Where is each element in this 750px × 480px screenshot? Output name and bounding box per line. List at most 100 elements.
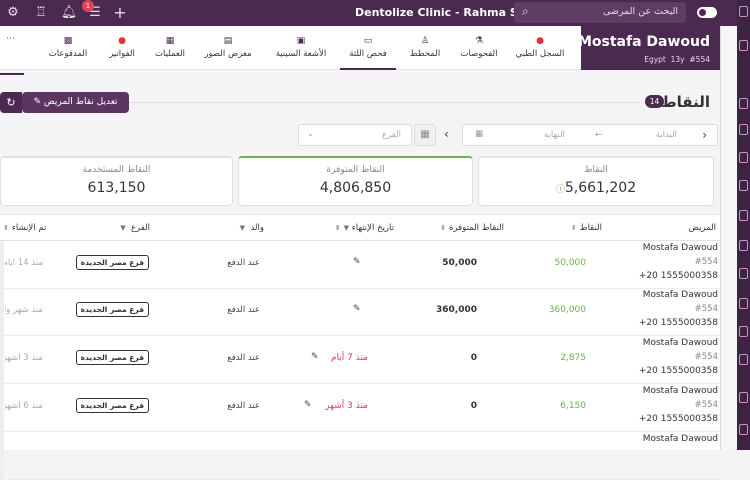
- tooth-icon[interactable]: ♖: [35, 5, 47, 20]
- tab-invoices[interactable]: ● الفواتير: [104, 26, 140, 70]
- next-range-button[interactable]: ›: [702, 128, 707, 142]
- table-row[interactable]: Mostafa Dawoud #554 +20 1555000358 2,875…: [0, 336, 720, 384]
- patient-meta: Egypt 13y #554: [644, 55, 710, 64]
- search-placeholder: البحث عن المرضى: [602, 6, 678, 17]
- divider: [129, 102, 639, 103]
- tab-gallery[interactable]: ▤ معرض الصور: [200, 26, 256, 70]
- filter-icon[interactable]: ▼: [343, 224, 350, 232]
- arrow-icon: ←: [595, 130, 603, 140]
- patient-tabs: ⋯ ● السجل الطبي ⚗ الفحوصات ♙ المخطط ▭ فحص ال…: [0, 26, 581, 75]
- tool-icon[interactable]: [739, 124, 748, 135]
- stat-used: النقاط المستخدمة 613,150: [0, 156, 233, 206]
- col-points[interactable]: ⬍ النقاط: [568, 223, 602, 233]
- tool-icon[interactable]: [739, 298, 748, 309]
- branch-select[interactable]: الفرع ⌄: [298, 124, 412, 146]
- tool-icon[interactable]: [739, 152, 748, 163]
- col-created[interactable]: ⬍ تم الإنشاء: [0, 223, 46, 233]
- filter-icon[interactable]: ▼: [120, 224, 126, 232]
- tab-perio[interactable]: ▭ فحص اللثة: [340, 26, 396, 70]
- theme-toggle[interactable]: [697, 7, 717, 18]
- divider: [0, 240, 720, 241]
- when-cell: عند الدفع: [227, 305, 260, 315]
- edit-icon[interactable]: ✎: [353, 304, 361, 314]
- edit-icon[interactable]: ✎: [304, 400, 312, 410]
- tool-icon[interactable]: [739, 354, 748, 365]
- invoice-icon: ●: [118, 36, 126, 46]
- page-header: ↻ ✎ تعديل نقاط المريض 14 النقاط: [0, 88, 720, 118]
- tool-icon[interactable]: [739, 6, 748, 17]
- patient-name[interactable]: Mostafa Dawoud: [642, 386, 718, 396]
- search-icon: ⌕: [522, 4, 529, 18]
- points-cell: 360,000: [548, 305, 586, 315]
- start-date-placeholder: البداية: [655, 130, 677, 140]
- header-label: الفرع: [130, 223, 150, 233]
- tool-icon[interactable]: [739, 40, 748, 51]
- calendar-button[interactable]: ▦: [414, 124, 436, 146]
- patient-id: #554: [694, 352, 718, 362]
- tool-icon[interactable]: [739, 210, 748, 221]
- gallery-icon: ▤: [223, 36, 233, 46]
- patient-search[interactable]: ⌕ البحث عن المرضى: [514, 2, 686, 23]
- tab-chart[interactable]: ♙ المخطط: [405, 26, 445, 70]
- tooth-icon: ♙: [420, 36, 430, 46]
- created-cell: منذ 14 أيام: [5, 258, 43, 268]
- created-cell: منذ شهر واحد: [5, 305, 43, 315]
- tool-icon[interactable]: [739, 326, 748, 337]
- calendar-icon: ▦: [420, 129, 430, 140]
- count-badge: 14: [645, 95, 664, 108]
- stat-points: النقاط ⓘ5,661,202: [478, 156, 714, 206]
- points-table: المريض ⬍ النقاط ⬍ النقاط المتوفرة ⬍ ▼ تاريخ…: [0, 214, 720, 480]
- settings-icon[interactable]: ⚙: [7, 5, 19, 20]
- col-patient[interactable]: المريض: [689, 223, 716, 233]
- patient-name[interactable]: Mostafa Dawoud: [642, 434, 718, 444]
- expiry-cell: منذ 7 أيام: [330, 353, 368, 363]
- patient-phone: +20 1555000358: [638, 318, 718, 328]
- tool-icon[interactable]: [739, 240, 748, 251]
- sort-icon: ⬍: [3, 224, 9, 232]
- procedure-icon: ▦: [165, 36, 175, 46]
- scrollbar[interactable]: [720, 26, 737, 450]
- patient-country: Egypt: [644, 55, 666, 64]
- patient-name[interactable]: Mostafa Dawoud: [642, 338, 718, 348]
- col-available[interactable]: ⬍ النقاط المتوفرة: [437, 223, 504, 233]
- col-when[interactable]: ▼ والد: [240, 223, 264, 233]
- tab-label: السجل الطبي: [515, 49, 565, 59]
- col-expiry[interactable]: ⬍ ▼ تاريخ الإنتهاء: [332, 223, 394, 233]
- filter-icon[interactable]: ▼: [239, 224, 246, 232]
- add-icon[interactable]: +: [113, 3, 127, 22]
- tab-label: الأشعة السينية: [275, 49, 327, 59]
- when-cell: عند الدفع: [227, 401, 260, 411]
- bell-icon[interactable]: 🔔︎: [60, 5, 78, 20]
- tab-xray[interactable]: ▣ الأشعة السينية: [268, 26, 334, 70]
- tab-exams[interactable]: ⚗ الفحوصات: [455, 26, 503, 70]
- tab-medical-record[interactable]: ● السجل الطبي: [500, 26, 580, 70]
- tool-icon[interactable]: [739, 392, 748, 403]
- stat-label: النقاط المستخدمة: [82, 165, 151, 175]
- tool-icon[interactable]: [739, 180, 748, 191]
- patient-card: Mostafa Dawoud Egypt 13y #554: [578, 26, 720, 70]
- stat-value: 613,150: [87, 180, 146, 196]
- date-range-input[interactable]: البداية ← النهاية ▦ ›: [462, 124, 718, 146]
- edit-icon[interactable]: ✎: [311, 352, 319, 362]
- tab-payments[interactable]: ▩ المدفوعات: [46, 26, 90, 70]
- tool-icon[interactable]: [739, 98, 748, 109]
- prev-range-button[interactable]: ‹: [444, 127, 449, 141]
- more-icon[interactable]: ⋯: [6, 34, 15, 44]
- patient-name[interactable]: Mostafa Dawoud: [642, 290, 718, 300]
- stat-label: النقاط المتوفرة: [326, 165, 385, 175]
- edit-points-button[interactable]: ✎ تعديل نقاط المريض: [22, 92, 129, 113]
- table-row[interactable]: Mostafa Dawoud: [0, 432, 720, 480]
- tab-procedures[interactable]: ▦ العمليات: [150, 26, 190, 70]
- edit-icon[interactable]: ✎: [353, 257, 361, 267]
- table-row[interactable]: Mostafa Dawoud #554 +20 1555000358 6,150…: [0, 384, 720, 432]
- table-row[interactable]: Mostafa Dawoud #554 +20 1555000358 360,0…: [0, 288, 720, 336]
- tool-icon[interactable]: [739, 268, 748, 279]
- table-row[interactable]: Mostafa Dawoud #554 +20 1555000358 50,00…: [0, 241, 720, 289]
- patient-name[interactable]: Mostafa Dawoud: [642, 243, 718, 253]
- refresh-button[interactable]: ↻: [0, 92, 22, 113]
- tool-icon[interactable]: [739, 424, 748, 435]
- col-branch[interactable]: ▼ الفرع: [120, 223, 150, 233]
- patient-id: #554: [689, 55, 710, 64]
- menu-icon[interactable]: ☰: [89, 5, 101, 20]
- top-bar: ⚙ ♖ 🔔︎ ☰ 1 + Dentolize Clinic - Rahma Sh…: [0, 0, 737, 26]
